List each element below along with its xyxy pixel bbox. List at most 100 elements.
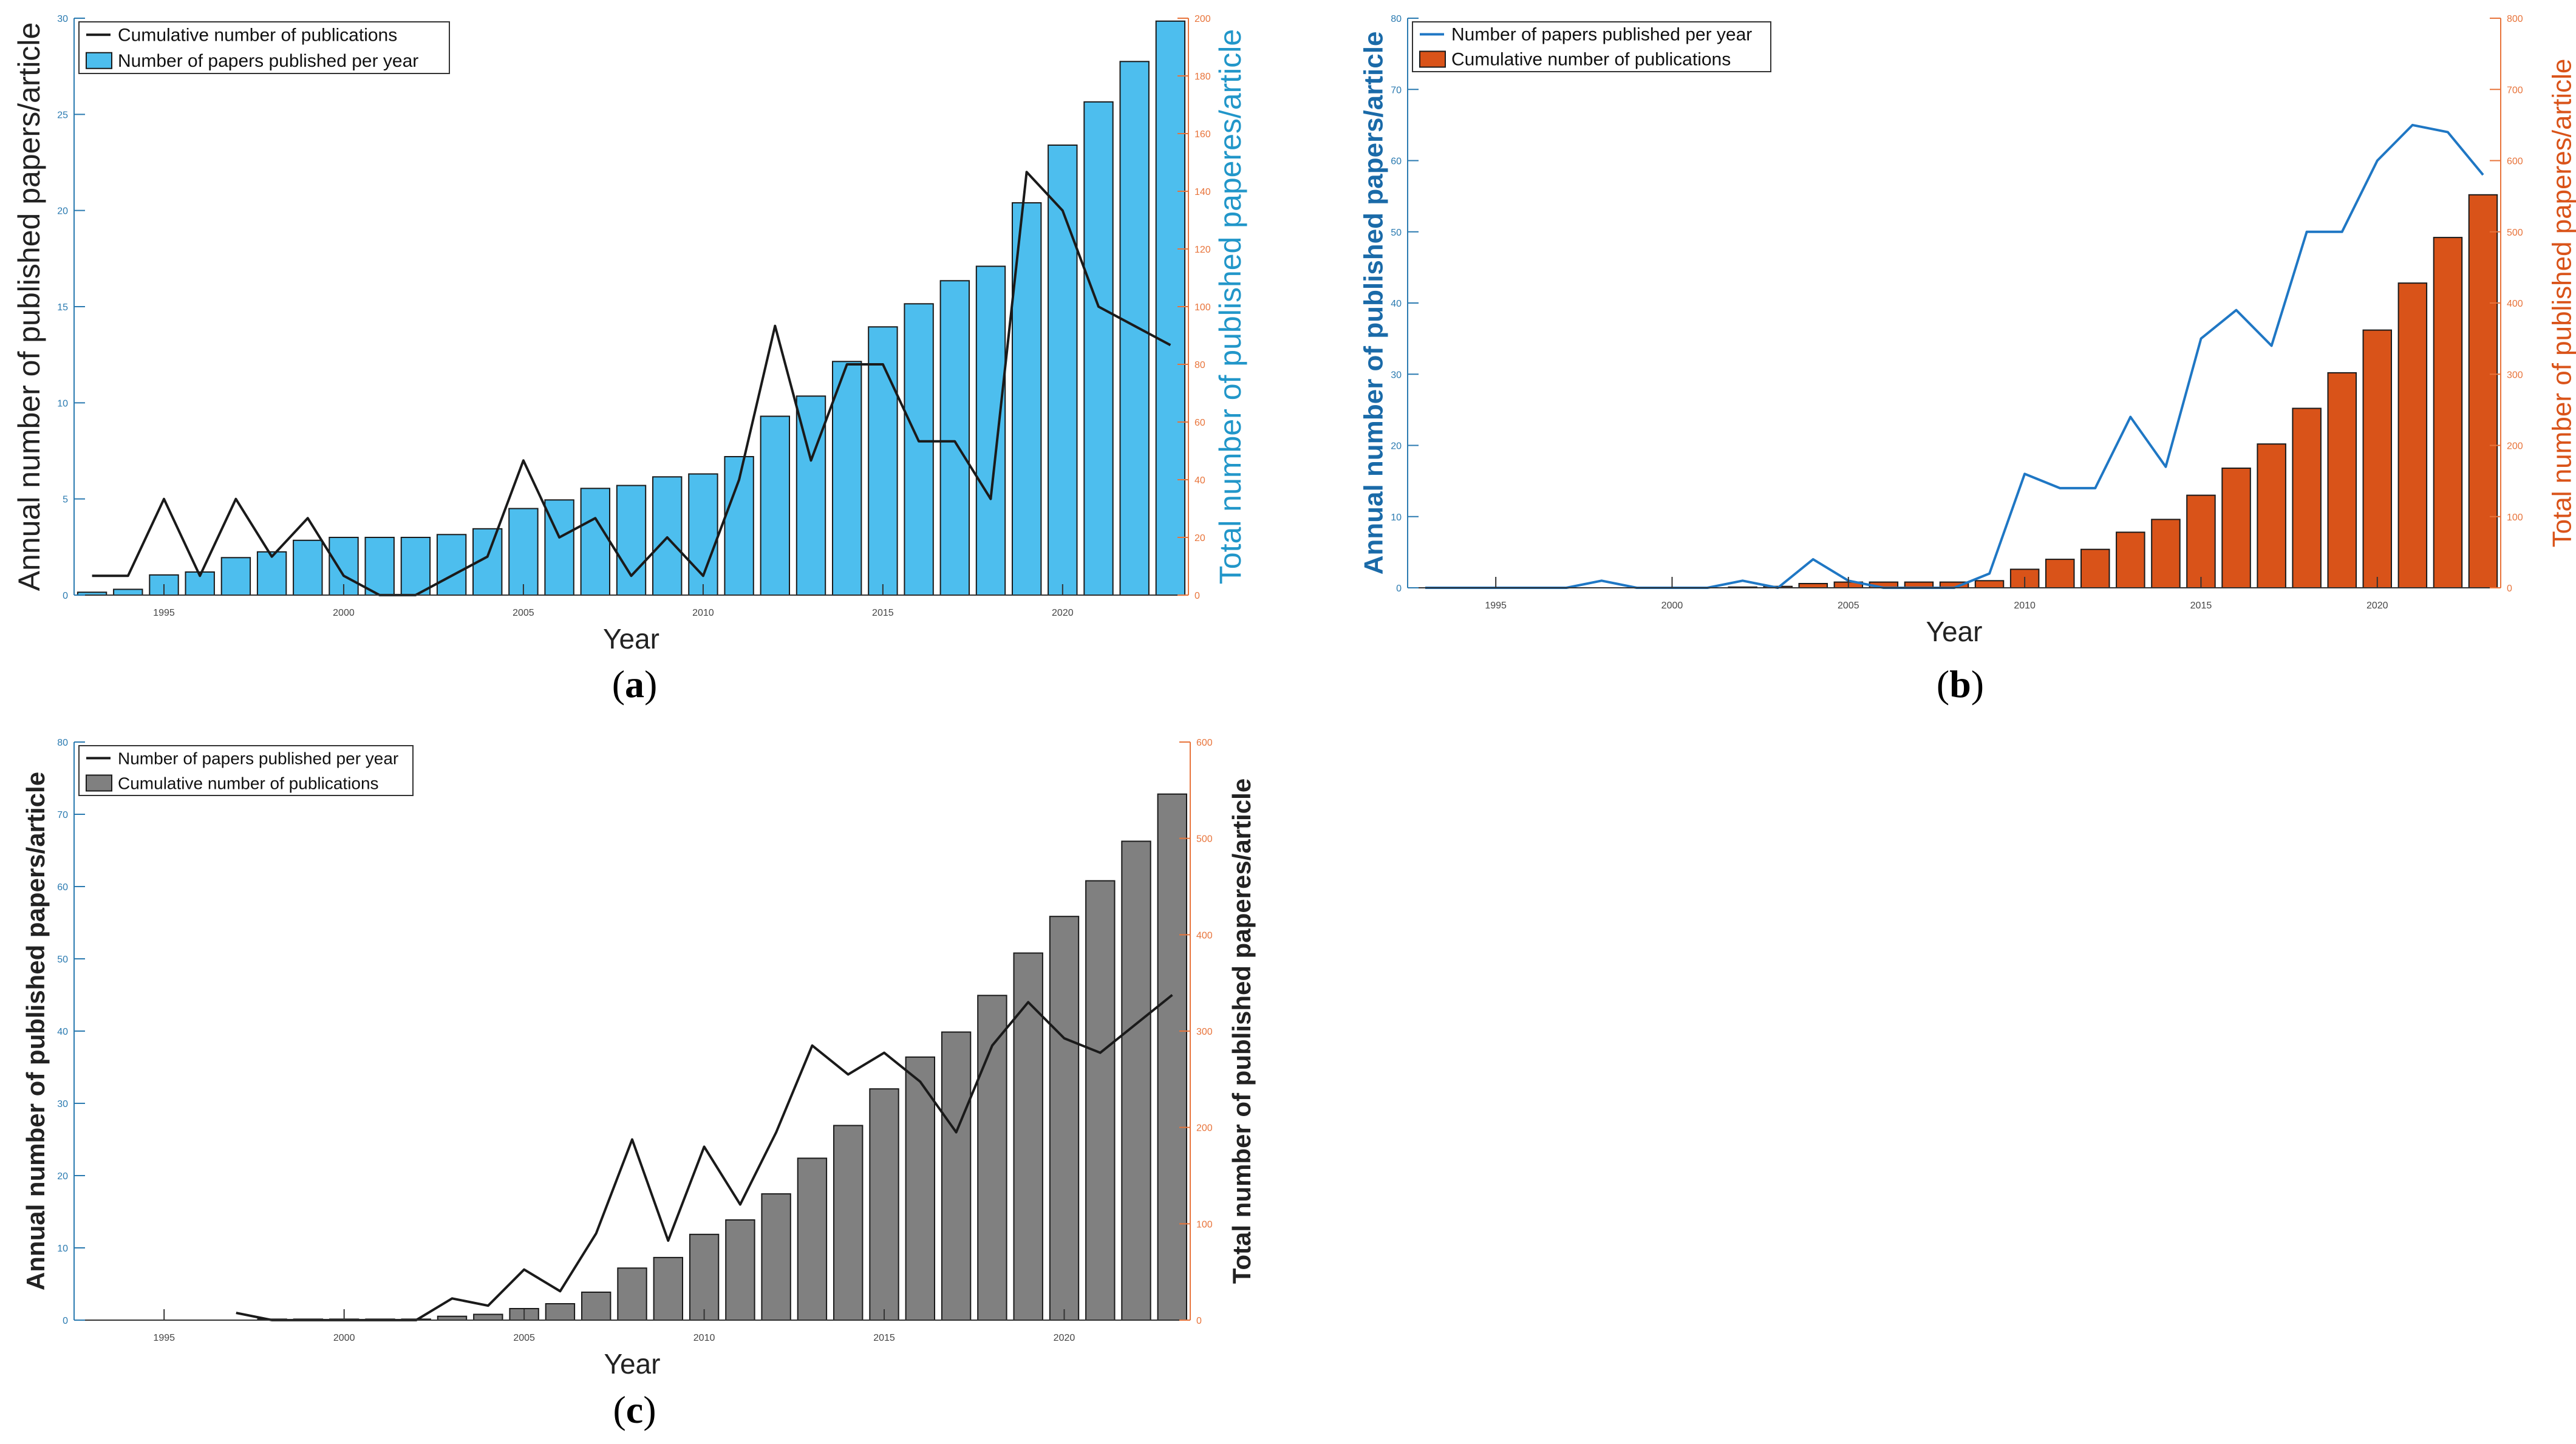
bar-2022 <box>1119 61 1150 596</box>
bar-2012 <box>2080 548 2110 589</box>
left-tick-label-30: 30 <box>57 14 68 24</box>
bar-2018 <box>975 265 1006 596</box>
right-tick-label-160: 160 <box>1194 129 1211 140</box>
x-tick-label-2015: 2015 <box>873 1333 895 1343</box>
bar-2002 <box>400 537 431 596</box>
bar-2013 <box>796 395 826 596</box>
bar-2019 <box>1013 952 1043 1321</box>
bar-2009 <box>1974 580 2005 588</box>
right-tick-label-120: 120 <box>1194 245 1211 255</box>
bar-2004 <box>1798 583 1828 588</box>
left-tick-label-10: 10 <box>1391 513 1402 523</box>
right-tick-label-0: 0 <box>1196 1316 1202 1326</box>
right-tick-label-200: 200 <box>2507 441 2523 452</box>
right-tick-label-40: 40 <box>1194 475 1205 486</box>
x-tick-label-2010: 2010 <box>693 1333 715 1343</box>
left-tick-label-50: 50 <box>1391 228 1402 238</box>
left-tick-label-0: 0 <box>63 1316 68 1326</box>
bar-2023 <box>1157 793 1187 1321</box>
x-tick-label-1995: 1995 <box>1485 601 1507 611</box>
caption-a: (a) <box>612 662 658 707</box>
right-tick-label-400: 400 <box>1196 930 1213 941</box>
right-tick-label-0: 0 <box>2507 584 2512 594</box>
legend-box <box>1412 21 1771 72</box>
right-tick-label-600: 600 <box>2507 157 2523 167</box>
left-tick-label-30: 30 <box>57 1099 68 1109</box>
x-tick-label-2015: 2015 <box>2190 601 2212 611</box>
left-tick-label-5: 5 <box>63 495 68 505</box>
right-tick-label-800: 800 <box>2507 14 2523 24</box>
bar-2018 <box>2292 407 2322 588</box>
legend-entry-0: Number of papers published per year <box>118 749 398 768</box>
left-tick-label-20: 20 <box>1391 441 1402 452</box>
caption-a-close: ) <box>644 662 658 706</box>
bar-1997 <box>220 557 251 596</box>
left-tick-label-0: 0 <box>1396 584 1402 594</box>
bar-2016 <box>2221 468 2251 588</box>
right-tick-label-60: 60 <box>1194 418 1205 428</box>
bar-2011 <box>725 1219 755 1321</box>
bar-2016 <box>904 303 934 596</box>
legend-entry-1: Cumulative number of publications <box>118 774 379 793</box>
bar-2005 <box>508 508 539 596</box>
left-tick-label-60: 60 <box>57 882 68 893</box>
x-axis-label: Year <box>1926 616 1983 647</box>
legend-entry-0: Number of papers published per year <box>1451 25 1752 45</box>
right-tick-label-180: 180 <box>1194 72 1211 82</box>
bar-1998 <box>256 551 287 596</box>
bar-2020 <box>2362 329 2392 588</box>
bar-2009 <box>653 1256 683 1321</box>
bar-2006 <box>545 1303 576 1321</box>
bar-2021 <box>2397 282 2428 588</box>
left-tick-label-25: 25 <box>57 110 68 120</box>
bar-2012 <box>760 415 790 596</box>
bar-2007 <box>581 1292 612 1321</box>
caption-c-letter: c <box>625 1388 644 1431</box>
right-tick-label-400: 400 <box>2507 299 2523 309</box>
bar-2013 <box>2116 531 2145 588</box>
bar-2007 <box>580 488 610 596</box>
bar-2003 <box>436 534 467 596</box>
caption-b-letter: b <box>1949 662 1971 706</box>
bar-2008 <box>616 485 647 596</box>
bar-2017 <box>941 1031 972 1321</box>
x-tick-label-2015: 2015 <box>872 608 894 618</box>
bar-2014 <box>833 1125 864 1321</box>
x-axis-label: Year <box>604 1348 661 1380</box>
legend-box <box>78 21 450 74</box>
bar-2014 <box>832 361 862 596</box>
chart-panel-b: 1995 2000 2005 2010 2015 20200102030405060708… <box>1359 14 2576 647</box>
bar-2017 <box>2257 443 2286 589</box>
caption-a-open: ( <box>612 662 625 706</box>
left-tick-label-15: 15 <box>57 302 68 313</box>
bar-2017 <box>939 280 970 596</box>
bar-2015 <box>868 326 898 596</box>
bar-2008 <box>617 1267 647 1321</box>
left-tick-label-30: 30 <box>1391 370 1402 380</box>
right-tick-label-200: 200 <box>1196 1123 1213 1134</box>
bar-2015 <box>2186 494 2216 588</box>
x-tick-label-1995: 1995 <box>153 1333 175 1343</box>
left-tick-label-40: 40 <box>1391 299 1402 309</box>
left-tick-label-80: 80 <box>1391 14 1402 24</box>
x-tick-label-2020: 2020 <box>1054 1333 1075 1343</box>
caption-b: (b) <box>1937 662 1984 707</box>
right-axis-label: Total number of published paperes/articl… <box>1213 29 1247 584</box>
caption-c: (c) <box>613 1388 656 1432</box>
bar-2022 <box>1121 840 1151 1321</box>
bar-2020 <box>1049 916 1080 1321</box>
legend-entry-1: Cumulative number of publications <box>1451 50 1731 70</box>
right-tick-label-600: 600 <box>1196 738 1213 748</box>
legend-bar-swatch <box>86 774 112 792</box>
bar-2001 <box>364 537 395 596</box>
right-tick-label-0: 0 <box>1194 591 1200 601</box>
bar-2010 <box>689 1233 720 1321</box>
bar-2019 <box>2327 372 2357 589</box>
right-tick-label-100: 100 <box>1196 1219 1213 1230</box>
x-tick-label-2010: 2010 <box>2014 601 2036 611</box>
legend-bar-swatch <box>86 52 112 69</box>
left-tick-label-0: 0 <box>63 591 68 601</box>
x-tick-label-2005: 2005 <box>1838 601 1859 611</box>
left-tick-label-70: 70 <box>1391 85 1402 95</box>
